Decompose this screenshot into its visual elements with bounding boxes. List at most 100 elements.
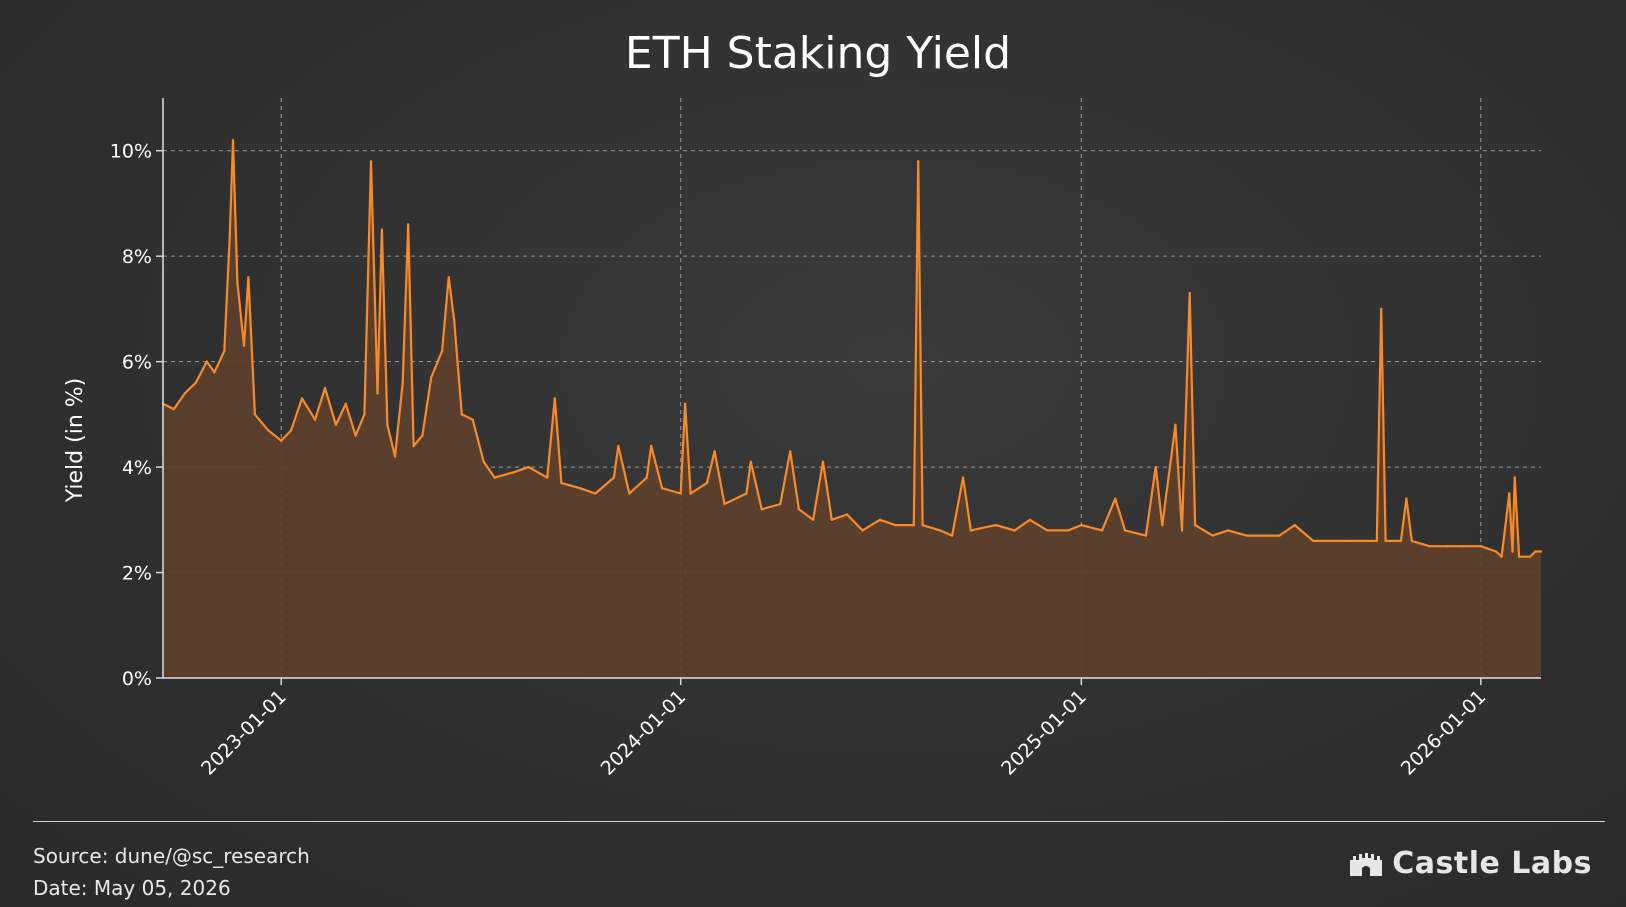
data-point [407,223,410,226]
data-point [628,492,631,495]
data-point [223,349,226,353]
data-point [612,476,616,479]
data-point [821,460,825,463]
data-point [760,508,763,511]
x-axis-ticks: 2023-01-01 2024-01-01 2025-01-01 2026-01-01 [197,678,1490,780]
data-point [1375,539,1379,543]
data-point [894,523,897,527]
y-tick-label: 6% [122,352,152,374]
data-point [553,397,556,400]
x-tick-label: 2024-01-01 [597,686,691,780]
data-point [493,476,496,479]
data-point [440,349,444,353]
castle-icon [1350,852,1383,876]
data-point [369,160,373,163]
data-point [527,465,530,469]
data-point [1144,534,1148,537]
data-point [482,460,485,463]
data-point [660,487,664,490]
y-tick-label: 2% [122,563,152,585]
data-point [938,529,942,532]
data-point [560,481,563,485]
data-point [280,439,283,442]
data-point [1511,550,1514,553]
data-point [745,492,748,495]
chart: ETH Staking Yield Yield (in %) 0% 2% 4% 6% 8… [63,28,1543,780]
y-tick-label: 0% [122,668,152,690]
data-point [961,476,965,479]
data-point [650,444,653,448]
data-point [1067,529,1070,532]
data-point [1428,545,1431,548]
brand-logo: Castle Labs [1348,846,1592,881]
data-point [861,529,864,532]
data-point [1114,497,1117,500]
yield-area-fill [163,140,1541,678]
data-point [1188,291,1191,295]
data-point [797,508,801,511]
data-point [689,492,692,495]
y-tick-label: 4% [122,457,152,479]
data-point [334,423,338,427]
data-point [1193,523,1197,527]
data-point [1013,529,1016,532]
data-point [421,434,424,437]
data-point [313,418,317,421]
data-point [1508,492,1511,495]
data-point [1517,555,1521,558]
data-point [236,281,239,284]
footer-divider [33,821,1605,822]
data-point [679,492,682,495]
data-point [323,386,327,390]
data-point [1513,476,1516,479]
data-point [247,276,250,279]
brand-name: Castle Labs [1392,846,1592,881]
axes [162,98,1541,679]
x-tick-label: 2023-01-01 [197,686,291,780]
data-point [830,518,833,521]
data-point [950,534,954,537]
data-point [779,502,782,506]
data-point [393,455,397,458]
data-point [969,529,972,532]
data-point [1528,555,1532,558]
data-point [1180,529,1184,532]
data-point [205,360,208,363]
data-point [354,434,357,437]
data-point [1226,529,1230,532]
data-point [1046,529,1049,532]
data-point [1410,539,1414,543]
data-point [705,481,709,485]
y-axis-label: Yield (in %) [63,378,88,504]
data-point [1174,423,1177,427]
data-point [1445,545,1449,548]
data-point [789,450,792,453]
data-point [380,228,384,231]
data-point [460,413,463,416]
data-point [512,471,515,474]
data-point [749,460,752,463]
data-point [231,139,235,142]
data-point [194,381,197,384]
data-point [1494,550,1498,553]
data-point [1534,550,1537,553]
data-point [594,492,597,495]
data-point [1399,539,1403,543]
data-point [617,444,620,448]
data-point [1211,534,1214,537]
data-point [917,160,920,163]
data-point [1080,523,1083,527]
data-point [994,523,998,527]
data-point [683,402,687,405]
data-point [578,487,582,490]
data-point [183,392,187,395]
data-point [452,318,456,321]
data-point [172,407,176,411]
data-point [1123,529,1127,532]
data-point [1405,497,1408,500]
chart-title: ETH Staking Yield [625,28,1011,79]
data-point [1028,518,1032,521]
data-point [845,513,849,516]
data-point [1100,529,1104,532]
data-point [1461,545,1464,548]
